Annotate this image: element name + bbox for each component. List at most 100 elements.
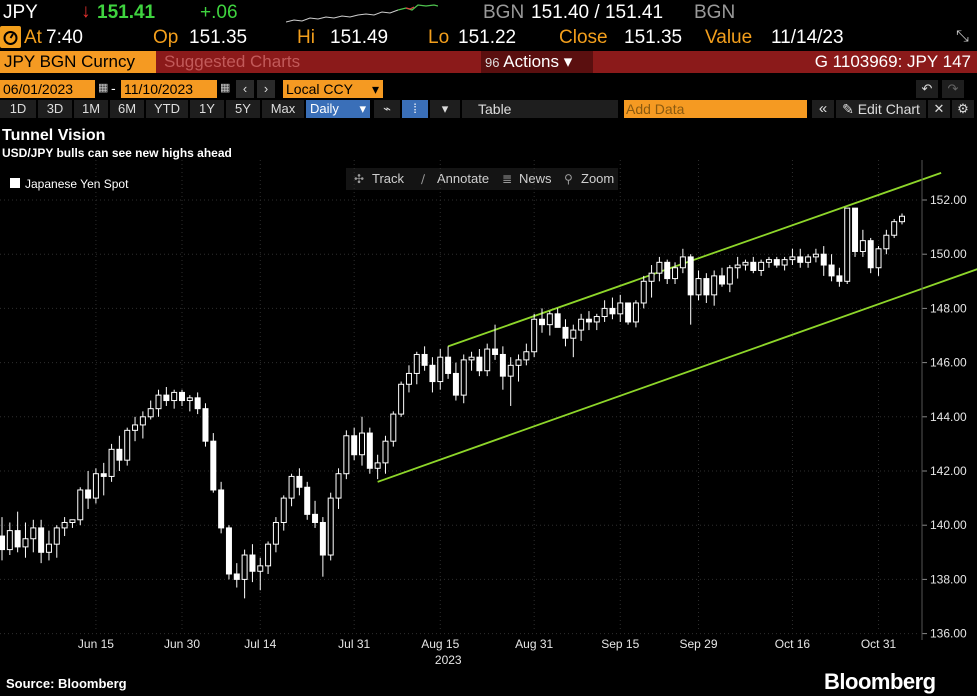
- candle-body-up: [812, 253, 819, 258]
- period-1m[interactable]: 1M: [74, 100, 108, 118]
- candle-body-down: [828, 264, 835, 277]
- candle-body-down: [351, 435, 358, 456]
- candle-body-down: [852, 207, 859, 252]
- bgn-label-left: BGN: [483, 2, 525, 23]
- last-price: 151.41: [97, 2, 156, 23]
- candle: [382, 435, 389, 474]
- chart-type-dropdown[interactable]: ▾: [430, 100, 460, 118]
- candlestick-icon[interactable]: ⁞: [402, 100, 428, 118]
- period-1y[interactable]: 1Y: [190, 100, 224, 118]
- candle-body-down: [312, 513, 319, 523]
- line-chart-icon[interactable]: ⌁: [374, 100, 400, 118]
- candle: [366, 427, 373, 474]
- candle: [867, 237, 874, 274]
- candle: [390, 411, 397, 447]
- candle-body-up: [758, 261, 765, 271]
- interval-select[interactable]: Daily ▾: [306, 100, 370, 118]
- period-6m[interactable]: 6M: [110, 100, 144, 118]
- start-date-field[interactable]: 06/01/2023: [0, 80, 95, 98]
- candle: [468, 351, 475, 371]
- next-period-button[interactable]: ›: [257, 80, 275, 98]
- candle-body-down: [452, 372, 459, 396]
- gear-icon[interactable]: ⚙: [952, 100, 974, 118]
- candle: [265, 541, 272, 574]
- candle: [335, 468, 342, 509]
- prev-period-button[interactable]: ‹: [236, 80, 254, 98]
- candles: [0, 207, 905, 599]
- actions-code: 96: [485, 55, 500, 70]
- y-tick-label: 150.00: [930, 247, 967, 261]
- edit-chart-label: Edit Chart: [857, 101, 920, 117]
- candle: [53, 525, 60, 558]
- candle: [765, 256, 772, 268]
- x-tick-label: Sep 29: [679, 637, 717, 651]
- candle-body-up: [139, 416, 146, 426]
- actions-label: Actions: [503, 52, 560, 71]
- undo-icon[interactable]: ↶: [916, 80, 938, 98]
- candle: [758, 259, 765, 276]
- candle: [539, 308, 545, 333]
- candle-body-up: [734, 264, 741, 269]
- candle: [899, 213, 905, 225]
- open-value: 151.35: [189, 27, 248, 48]
- candle: [257, 557, 264, 591]
- period-ytd[interactable]: YTD: [146, 100, 188, 118]
- candle-body-up: [343, 435, 350, 475]
- candle: [147, 400, 154, 420]
- candle-body-down: [499, 353, 506, 377]
- annotate-tool[interactable]: Annotate: [437, 171, 489, 186]
- table-button[interactable]: Table: [462, 100, 618, 118]
- candle-body-up: [45, 543, 52, 553]
- redo-icon[interactable]: ↷: [942, 80, 964, 98]
- candle-body-up: [108, 448, 115, 477]
- calendar-icon[interactable]: ▦: [98, 82, 109, 94]
- candle: [437, 349, 444, 390]
- collapse-icon[interactable]: «: [812, 100, 834, 118]
- candle-body-up: [69, 519, 76, 523]
- candle-body-up: [578, 318, 585, 331]
- close-window-icon[interactable]: ⤡: [956, 28, 969, 45]
- candle-body-up: [523, 351, 530, 361]
- candle: [601, 300, 608, 322]
- candle-body-up: [398, 383, 405, 415]
- alert-icon[interactable]: [0, 26, 21, 48]
- close-value: 151.35: [624, 27, 683, 48]
- candle: [272, 517, 279, 553]
- suggested-charts-button[interactable]: Suggested Charts: [160, 51, 475, 73]
- y-axis: 152.00 150.00 148.00 146.00 144.00 142.00 140.…: [922, 193, 967, 641]
- edit-chart-button[interactable]: ✎ Edit Chart: [836, 100, 926, 118]
- period-1d[interactable]: 1D: [0, 100, 36, 118]
- candle: [859, 229, 866, 257]
- candle-body-down: [366, 432, 373, 469]
- grid: [0, 160, 920, 635]
- calendar-icon[interactable]: ▦: [220, 82, 231, 94]
- candle: [327, 492, 334, 561]
- candle-body-up: [640, 280, 647, 304]
- candle-body-down: [687, 256, 694, 296]
- chevron-down-icon: ▾: [563, 52, 573, 71]
- candle: [805, 254, 812, 268]
- currency-select[interactable]: Local CCY ▾: [283, 80, 383, 98]
- candle: [132, 416, 139, 442]
- period-max[interactable]: Max: [262, 100, 304, 118]
- date-bar: 06/01/2023 ▦ - 11/10/2023 ▦ ‹ › Local CC…: [0, 80, 977, 98]
- chart-subtitle: USD/JPY bulls can see new highs ahead: [2, 146, 232, 160]
- add-data-input[interactable]: Add Data: [624, 100, 807, 118]
- track-tool[interactable]: Track: [372, 171, 405, 186]
- period-5y[interactable]: 5Y: [226, 100, 260, 118]
- period-3d[interactable]: 3D: [38, 100, 72, 118]
- candle-body-down: [585, 318, 592, 323]
- sparkline-dip: [405, 6, 415, 10]
- security-field[interactable]: JPY BGN Curncy: [0, 51, 156, 73]
- candle: [726, 265, 733, 293]
- close-icon[interactable]: ✕: [928, 100, 950, 118]
- news-tool[interactable]: News: [519, 171, 552, 186]
- candle-body-down: [562, 326, 569, 339]
- end-date-field[interactable]: 11/10/2023: [121, 80, 217, 98]
- candle: [359, 416, 365, 466]
- candle: [155, 389, 162, 417]
- actions-menu[interactable]: 96 Actions ▾: [481, 51, 593, 73]
- zoom-tool[interactable]: Zoom: [581, 171, 614, 186]
- ticker-bar: JPY ↓ 151.41 +.06 BGN 151.40 / 151.41 BG…: [0, 0, 977, 26]
- candle-body-up: [92, 473, 99, 499]
